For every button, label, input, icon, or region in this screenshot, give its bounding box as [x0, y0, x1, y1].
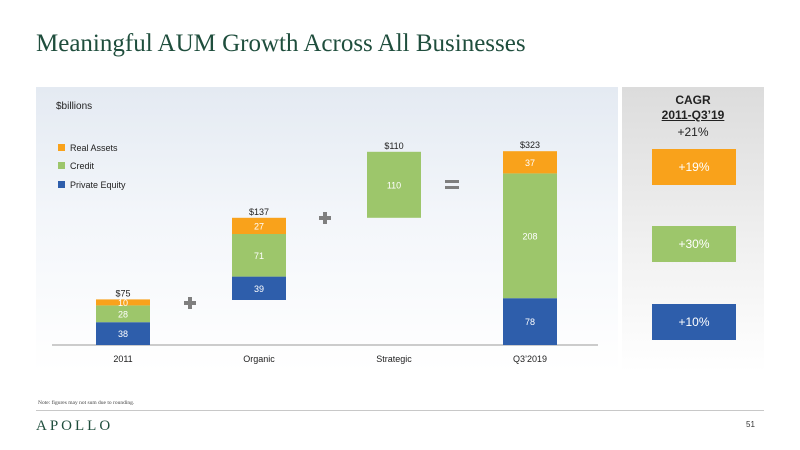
bar-segment	[232, 276, 286, 300]
plus-sign-vertical	[323, 212, 327, 224]
plus-sign-vertical	[188, 297, 192, 309]
bar-value-label: 10	[118, 298, 128, 308]
equals-sign-top	[445, 180, 459, 183]
bar-value-label: 27	[254, 221, 264, 231]
footer-divider	[36, 410, 764, 411]
legend-label: Credit	[70, 161, 95, 171]
unit-label: $billions	[56, 101, 92, 112]
bar-segment	[96, 322, 150, 345]
legend-swatch	[58, 162, 65, 169]
bar-segment	[96, 299, 150, 306]
x-tick-label: Q3’2019	[513, 354, 547, 364]
bar-value-label: 110	[387, 180, 401, 190]
bar-value-label: 208	[522, 231, 537, 241]
slide-title: Meaningful AUM Growth Across All Busines…	[36, 30, 526, 57]
legend-label: Real Assets	[70, 143, 118, 153]
apollo-logo: APOLLO	[36, 418, 114, 434]
bar-segment	[503, 298, 557, 345]
bar-value-label: 71	[254, 251, 264, 261]
bar-segment	[367, 151, 421, 218]
equals-sign-bottom	[445, 186, 459, 189]
cagr-total: +21%	[677, 125, 709, 139]
cagr-real-assets-box: +19%	[652, 149, 736, 185]
legend-label: Private Equity	[70, 180, 126, 190]
bar-value-label: 39	[254, 284, 264, 294]
bar-segment	[232, 234, 286, 277]
bar-total-label: $137	[249, 207, 269, 217]
bar-segment	[503, 151, 557, 174]
bar-total-label: $75	[115, 288, 130, 298]
x-tick-label: 2011	[113, 354, 132, 364]
bar-segment	[232, 217, 286, 234]
bar-value-label: 37	[525, 158, 535, 168]
cagr-private-equity-box: +10%	[652, 304, 736, 340]
bar-total-label: $323	[520, 140, 540, 150]
cagr-period: 2011-Q3’19	[661, 108, 725, 122]
rounding-note: Note: figures may not sum due to roundin…	[38, 400, 135, 406]
x-tick-label: Strategic	[376, 354, 412, 364]
cagr-credit-box: +30%	[652, 226, 736, 262]
bar-value-label: 28	[118, 309, 128, 319]
page-number: 51	[746, 420, 755, 429]
legend-swatch	[58, 144, 65, 151]
bar-total-label: $110	[384, 141, 403, 151]
bar-segment	[503, 173, 557, 299]
bar-value-label: 78	[525, 317, 535, 327]
bar-value-label: 38	[118, 329, 128, 339]
legend-swatch	[58, 181, 65, 188]
cagr-title: CAGR	[675, 93, 711, 107]
x-tick-label: Organic	[243, 354, 275, 364]
bar-segment	[96, 305, 150, 323]
